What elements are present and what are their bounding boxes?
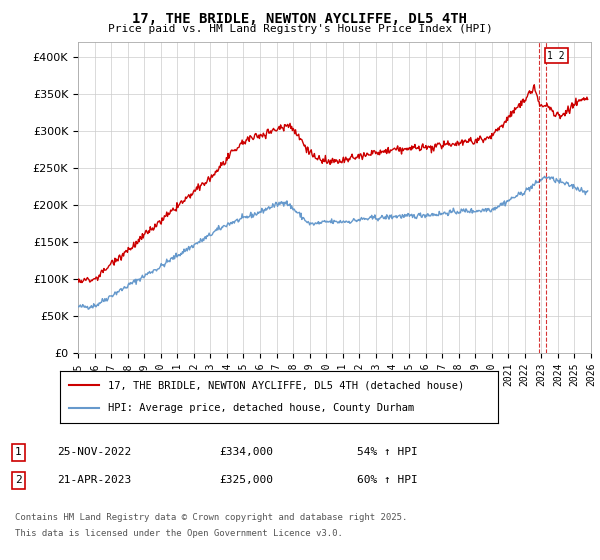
Text: £334,000: £334,000 <box>219 447 273 458</box>
Text: 1 2: 1 2 <box>547 51 565 61</box>
Text: 17, THE BRIDLE, NEWTON AYCLIFFE, DL5 4TH: 17, THE BRIDLE, NEWTON AYCLIFFE, DL5 4TH <box>133 12 467 26</box>
Text: 2: 2 <box>15 475 22 486</box>
Text: 54% ↑ HPI: 54% ↑ HPI <box>357 447 418 458</box>
Text: Price paid vs. HM Land Registry's House Price Index (HPI): Price paid vs. HM Land Registry's House … <box>107 24 493 34</box>
Text: This data is licensed under the Open Government Licence v3.0.: This data is licensed under the Open Gov… <box>15 529 343 538</box>
Text: £325,000: £325,000 <box>219 475 273 486</box>
Text: 17, THE BRIDLE, NEWTON AYCLIFFE, DL5 4TH (detached house): 17, THE BRIDLE, NEWTON AYCLIFFE, DL5 4TH… <box>108 380 464 390</box>
Text: Contains HM Land Registry data © Crown copyright and database right 2025.: Contains HM Land Registry data © Crown c… <box>15 514 407 522</box>
Text: 21-APR-2023: 21-APR-2023 <box>57 475 131 486</box>
Text: 60% ↑ HPI: 60% ↑ HPI <box>357 475 418 486</box>
Text: 25-NOV-2022: 25-NOV-2022 <box>57 447 131 458</box>
Text: 1: 1 <box>15 447 22 458</box>
Text: HPI: Average price, detached house, County Durham: HPI: Average price, detached house, Coun… <box>108 403 415 413</box>
